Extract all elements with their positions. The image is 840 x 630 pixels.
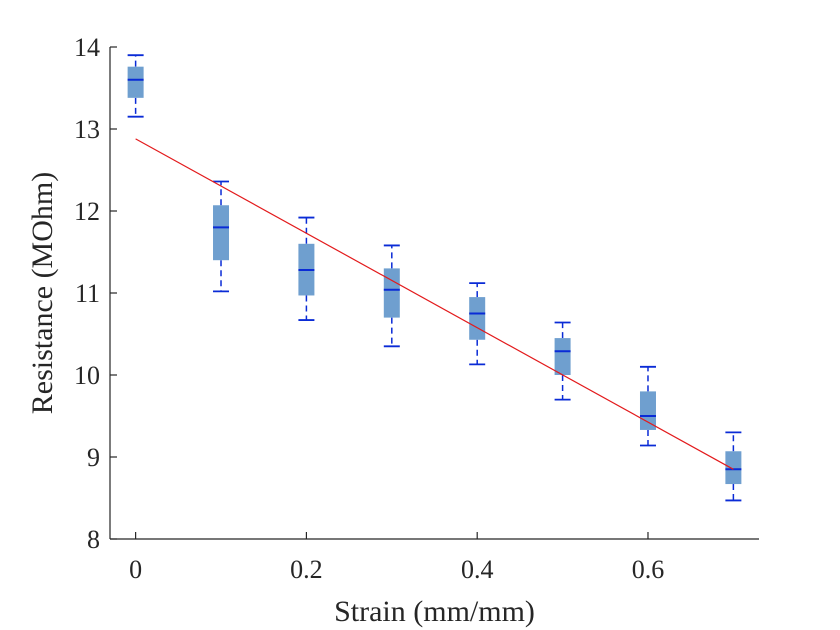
box-3 (383, 244, 400, 348)
y-tick-label: 10 (74, 361, 100, 390)
box-2 (298, 216, 315, 321)
box-body (383, 268, 400, 318)
axes: 8 9 10 11 12 13 14 0 0.2 0.4 0.6 (74, 33, 759, 584)
box-body (725, 451, 742, 485)
box-5 (554, 321, 571, 401)
y-axis-label: Resistance (MOhm) (26, 172, 59, 414)
fit-line (135, 138, 734, 470)
y-tick-label: 8 (87, 525, 100, 554)
fit-line-layer (135, 138, 734, 470)
box-4 (469, 282, 486, 366)
y-tick-label: 12 (74, 197, 100, 226)
y-tick-label: 13 (74, 115, 100, 144)
x-tick-label: 0.2 (290, 555, 323, 584)
x-tick-label: 0.6 (632, 555, 665, 584)
y-tick-label: 11 (75, 279, 100, 308)
box-body (554, 338, 571, 375)
box-body (469, 297, 486, 340)
box-body (127, 66, 144, 98)
y-tick-label: 9 (87, 443, 100, 472)
box-body (639, 391, 656, 430)
box-1 (213, 180, 230, 293)
x-tick-label: 0 (129, 555, 142, 584)
x-axis-label: Strain (mm/mm) (334, 595, 535, 628)
box-body (213, 205, 230, 261)
box-plot-series (127, 54, 742, 502)
x-tick-label: 0.4 (461, 555, 494, 584)
box-7 (725, 431, 742, 502)
box-6 (639, 365, 656, 447)
box-0 (127, 54, 144, 118)
y-tick-label: 14 (74, 33, 100, 62)
